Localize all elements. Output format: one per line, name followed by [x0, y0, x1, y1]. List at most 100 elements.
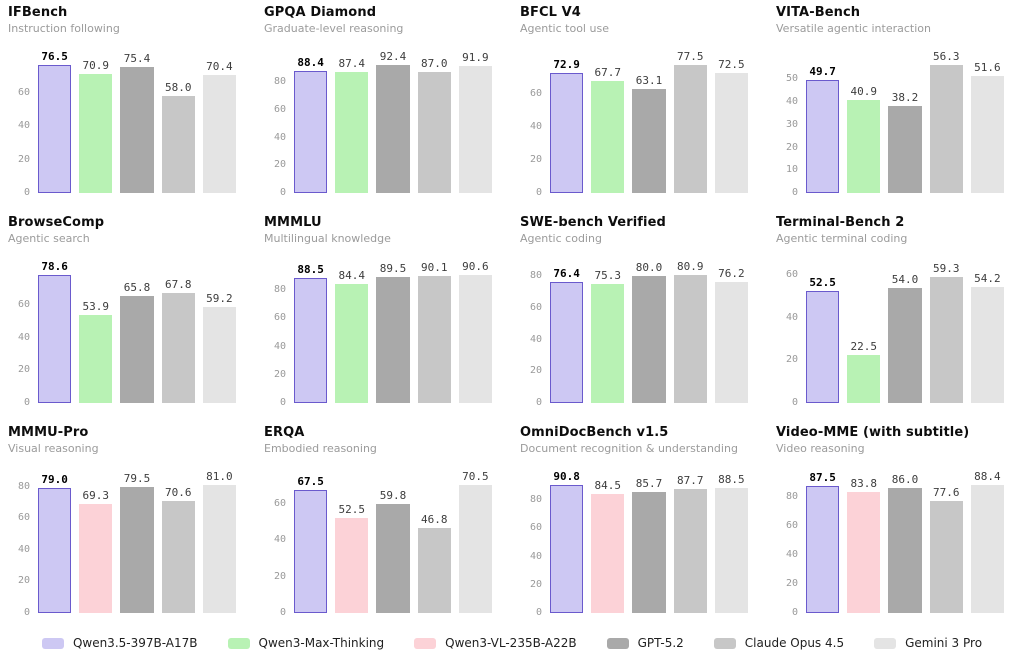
legend-item-gpt-5-2: GPT-5.2 — [606, 636, 684, 650]
bar-column-gpt-5-2: 65.8 — [120, 282, 154, 403]
bars-group: 72.9 67.7 63.1 77.5 72.5 — [550, 41, 749, 193]
bar-value-label: 87.4 — [338, 56, 366, 70]
bar-qwen3-5-397b-a17b — [38, 275, 72, 403]
legend-item-qwen3-vl-235b-a22b: Qwen3-VL-235B-A22B — [414, 636, 577, 650]
y-tick-label: 20 — [273, 368, 286, 380]
bar-gpt-5-2 — [376, 65, 410, 193]
bar-qwen3-vl-235b-a22b — [591, 493, 625, 613]
bar-value-label: 51.6 — [974, 60, 1001, 74]
bar-gemini-3-pro — [970, 485, 1005, 613]
y-tick-label: 80 — [529, 494, 542, 506]
y-tick-label: 60 — [273, 498, 286, 510]
bar-value-label: 90.1 — [420, 260, 448, 274]
bar-value-label: 88.5 — [718, 473, 745, 487]
bar-column-gemini-3-pro: 59.2 — [202, 293, 237, 403]
bar-column-claude-opus-4-5: 87.7 — [673, 474, 707, 613]
chart-subtitle: Instruction following — [8, 22, 120, 35]
y-tick-label: 60 — [273, 312, 286, 324]
legend-item-qwen3-5-397b-a17b: Qwen3.5-397B-A17B — [41, 636, 198, 650]
bar-value-label: 70.9 — [82, 59, 110, 73]
bar-column-claude-opus-4-5: 80.9 — [673, 261, 707, 403]
bar-gpt-5-2 — [632, 88, 666, 193]
bar-column-claude-opus-4-5: 70.6 — [161, 487, 195, 613]
y-tick-label: 0 — [791, 397, 798, 408]
bar-column-gemini-3-pro: 72.5 — [714, 59, 749, 193]
bar-value-label: 40.9 — [850, 85, 878, 99]
bar-column-claude-opus-4-5: 67.8 — [161, 279, 195, 403]
chart-video-mme-with-subtitle: Video-MME (with subtitle) Video reasoning… — [768, 420, 1024, 630]
bar-value-label: 75.3 — [594, 268, 622, 282]
chart-subtitle: Agentic tool use — [520, 22, 609, 35]
bar-claude-opus-4-5 — [929, 276, 963, 403]
bar-gemini-3-pro — [970, 75, 1005, 193]
bar-value-label: 46.8 — [420, 513, 448, 527]
plot-area: 0 20 40 60 80 87.5 83.8 86.0 77.6 88.4 — [776, 461, 1005, 618]
bar-column-qwen3-max-thinking: 67.7 — [591, 66, 625, 193]
bar-value-label: 67.7 — [594, 66, 622, 80]
y-tick-label: 60 — [17, 299, 30, 311]
bar-claude-opus-4-5 — [673, 65, 707, 193]
bar-column-gemini-3-pro: 81.0 — [202, 471, 237, 613]
bar-qwen3-5-397b-a17b — [806, 80, 840, 193]
bar-qwen3-5-397b-a17b — [38, 488, 72, 613]
y-tick-label: 40 — [785, 96, 798, 108]
bar-gemini-3-pro — [458, 65, 493, 193]
bar-qwen3-5-397b-a17b — [806, 486, 840, 613]
y-axis: 0 20 40 60 — [776, 251, 802, 408]
chart-subtitle: Multilingual knowledge — [264, 232, 391, 245]
bar-qwen3-5-397b-a17b — [294, 70, 328, 193]
bar-value-label: 59.3 — [932, 261, 960, 275]
y-tick-label: 0 — [279, 187, 286, 198]
bar-value-label: 76.5 — [41, 50, 68, 63]
bar-value-label: 63.1 — [635, 73, 663, 87]
bars-group: 49.7 40.9 38.2 56.3 51.6 — [806, 41, 1005, 193]
y-tick-label: 60 — [529, 522, 542, 534]
chart-title: Video-MME (with subtitle) — [776, 425, 970, 440]
y-tick-label: 40 — [529, 550, 542, 562]
bar-column-gpt-5-2: 85.7 — [632, 478, 666, 613]
bar-value-label: 90.8 — [553, 470, 580, 483]
y-axis: 0 20 40 60 — [264, 461, 290, 618]
bar-qwen3-max-thinking — [591, 283, 625, 403]
bar-value-label: 87.7 — [676, 474, 704, 488]
plot-area: 0 20 40 60 78.6 53.9 65.8 67.8 59.2 — [8, 251, 237, 408]
bar-column-qwen3-max-thinking: 53.9 — [79, 301, 113, 403]
bar-qwen3-max-thinking — [847, 355, 881, 403]
bar-column-qwen3-5-397b-a17b: 49.7 — [806, 66, 840, 193]
charts-grid: IFBench Instruction following 0 20 40 60 76.5 7… — [8, 5, 1024, 630]
y-tick-label: 40 — [17, 331, 30, 343]
chart-subtitle: Graduate-level reasoning — [264, 22, 404, 35]
legend-swatch-icon — [713, 637, 736, 649]
bar-column-gpt-5-2: 86.0 — [888, 474, 922, 613]
y-tick-label: 20 — [529, 153, 542, 165]
chart-subtitle: Document recognition & understanding — [520, 442, 738, 455]
chart-swe-bench-verified: SWE-bench Verified Agentic coding 0 20 40 60 8… — [512, 210, 768, 420]
bar-qwen3-max-thinking — [591, 81, 625, 193]
bar-qwen3-max-thinking — [79, 315, 113, 403]
y-tick-label: 40 — [17, 120, 30, 132]
y-axis: 0 10 20 30 40 50 — [776, 41, 802, 198]
bar-column-qwen3-max-thinking: 40.9 — [847, 85, 881, 193]
y-tick-label: 0 — [535, 187, 542, 198]
bar-column-gemini-3-pro: 51.6 — [970, 60, 1005, 193]
y-tick-label: 40 — [529, 120, 542, 132]
y-tick-label: 40 — [273, 340, 286, 352]
plot-area: 0 20 40 60 80 79.0 69.3 79.5 70.6 81.0 — [8, 461, 237, 618]
bar-value-label: 91.9 — [462, 50, 489, 64]
y-tick-label: 40 — [273, 131, 286, 143]
bar-qwen3-vl-235b-a22b — [79, 503, 113, 613]
bars-group: 67.5 52.5 59.8 46.8 70.5 — [294, 461, 493, 613]
y-tick-label: 20 — [273, 159, 286, 171]
bar-column-gpt-5-2: 89.5 — [376, 263, 410, 403]
legend: Qwen3.5-397B-A17B Qwen3-Max-Thinking Qwen3… — [0, 636, 1024, 650]
bar-value-label: 67.5 — [297, 475, 324, 489]
bar-column-claude-opus-4-5: 56.3 — [929, 51, 963, 193]
bar-qwen3-5-397b-a17b — [550, 72, 584, 193]
bar-value-label: 87.5 — [809, 471, 836, 485]
bar-column-claude-opus-4-5: 77.6 — [929, 487, 963, 613]
bar-column-qwen3-5-397b-a17b: 76.5 — [38, 50, 72, 193]
chart-omnidocbench-v1-5: OmniDocBench v1.5 Document recognition & … — [512, 420, 768, 630]
bar-qwen3-max-thinking — [335, 71, 369, 193]
legend-label: Qwen3-VL-235B-A22B — [445, 636, 577, 650]
y-axis: 0 20 40 60 80 — [520, 461, 546, 618]
